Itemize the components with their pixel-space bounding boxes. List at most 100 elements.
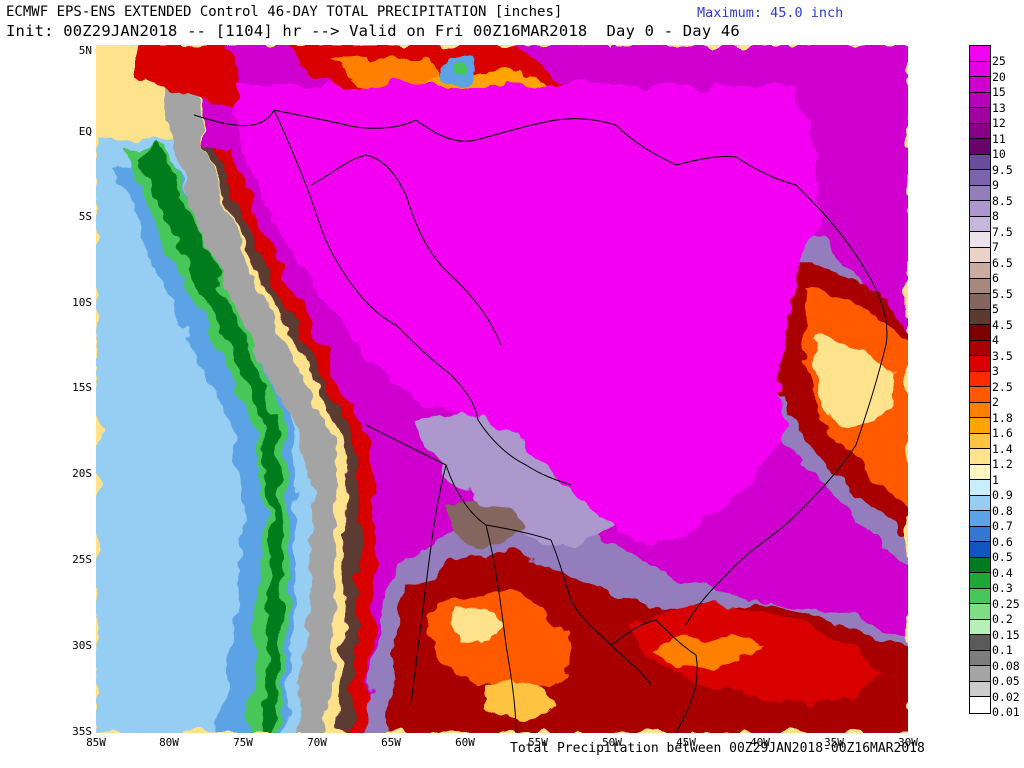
legend-label: 7 <box>992 240 999 254</box>
legend-label: 25 <box>992 54 1006 68</box>
legend-swatch <box>970 650 990 666</box>
lat-label: 35S <box>72 725 92 738</box>
legend-label: 0.08 <box>992 658 1020 673</box>
legend-label: 9 <box>992 178 999 192</box>
lat-label: 5S <box>78 210 92 223</box>
legend-swatch <box>970 418 990 434</box>
legend-swatch <box>970 185 990 201</box>
legend-label: 9.5 <box>992 162 1013 177</box>
lon-label: 40W <box>750 736 770 749</box>
legend-swatch <box>970 216 990 232</box>
legend-label: 0.02 <box>992 689 1020 704</box>
chart-subtitle: Init: 00Z29JAN2018 -- [1104] hr --> Vali… <box>6 22 740 40</box>
legend-label: 1.4 <box>992 441 1013 456</box>
lat-label: 20S <box>72 467 92 480</box>
legend-label: 6.5 <box>992 255 1013 270</box>
legend-swatch <box>970 325 990 341</box>
legend-swatch <box>970 61 990 77</box>
lat-label: 25S <box>72 553 92 566</box>
legend-swatch <box>970 154 990 170</box>
lat-label: 5N <box>78 44 92 57</box>
legend-label: 0.8 <box>992 503 1013 518</box>
legend-label: 0.9 <box>992 488 1013 502</box>
legend-swatch <box>970 464 990 480</box>
lon-label: 75W <box>233 736 253 749</box>
legend-label: 12 <box>992 116 1006 130</box>
legend-label: 1.2 <box>992 457 1013 471</box>
lat-label: 30S <box>72 639 92 652</box>
legend-label: 11 <box>992 131 1006 146</box>
legend-label: 0.1 <box>992 643 1013 657</box>
legend-swatch <box>970 340 990 356</box>
legend-swatch <box>970 635 990 651</box>
legend-label: 0.25 <box>992 596 1020 611</box>
precipitation-map <box>96 45 908 733</box>
legend-label: 1 <box>992 472 999 487</box>
legend-swatch <box>970 526 990 542</box>
legend-label: 13 <box>992 100 1006 115</box>
legend-label: 0.3 <box>992 581 1013 595</box>
legend-label: 8 <box>992 209 999 223</box>
legend-label: 1.6 <box>992 426 1013 440</box>
lon-label: 30W <box>898 736 918 749</box>
legend-swatch <box>970 619 990 635</box>
legend-swatch <box>970 495 990 511</box>
legend-swatch <box>970 356 990 372</box>
legend-swatch <box>970 263 990 279</box>
legend-label: 1.8 <box>992 410 1013 425</box>
legend-swatch <box>970 480 990 496</box>
legend-label: 7.5 <box>992 224 1013 239</box>
legend-swatch <box>970 46 990 62</box>
lat-label: EQ <box>78 125 92 138</box>
legend-label: 3.5 <box>992 348 1013 363</box>
color-legend <box>969 45 991 714</box>
legend-swatch <box>970 123 990 139</box>
legend-label: 5.5 <box>992 286 1013 301</box>
maximum-label: Maximum: 45.0 inch <box>697 5 844 21</box>
legend-swatch <box>970 201 990 217</box>
legend-swatch <box>970 294 990 310</box>
legend-swatch <box>970 681 990 697</box>
lon-label: 50W <box>602 736 622 749</box>
footer-caption: Total Precipitation between 00Z29JAN2018… <box>510 741 925 756</box>
legend-swatch <box>970 108 990 124</box>
lon-label: 35W <box>824 736 844 749</box>
legend-label: 3 <box>992 364 999 378</box>
legend-label: 10 <box>992 147 1006 161</box>
legend-label: 0.15 <box>992 627 1020 642</box>
lon-label: 70W <box>307 736 327 749</box>
lon-label: 55W <box>528 736 548 749</box>
legend-label: 0.01 <box>992 705 1020 719</box>
legend-label: 0.2 <box>992 612 1013 626</box>
legend-swatch <box>970 433 990 449</box>
legend-swatch <box>970 666 990 682</box>
legend-swatch <box>970 278 990 294</box>
legend-swatch <box>970 247 990 263</box>
lon-label: 65W <box>381 736 401 749</box>
legend-swatch <box>970 77 990 93</box>
legend-label: 2.5 <box>992 379 1013 394</box>
legend-label: 4 <box>992 333 999 347</box>
legend-swatch <box>970 170 990 186</box>
chart-title: ECMWF EPS-ENS EXTENDED Control 46-DAY TO… <box>6 4 563 20</box>
legend-label: 5 <box>992 302 999 316</box>
legend-swatch <box>970 232 990 248</box>
legend-swatch <box>970 542 990 558</box>
lat-label: 15S <box>72 381 92 394</box>
legend-swatch <box>970 92 990 108</box>
legend-swatch <box>970 697 990 713</box>
legend-label: 0.4 <box>992 565 1013 580</box>
lat-label: 10S <box>72 296 92 309</box>
lon-label: 80W <box>159 736 179 749</box>
legend-swatch <box>970 449 990 465</box>
legend-swatch <box>970 309 990 325</box>
legend-swatch <box>970 604 990 620</box>
legend-label: 8.5 <box>992 193 1013 208</box>
legend-swatch <box>970 557 990 573</box>
legend-label: 4.5 <box>992 317 1013 332</box>
legend-label: 15 <box>992 85 1006 99</box>
legend-swatch <box>970 588 990 604</box>
legend-label: 0.6 <box>992 534 1013 549</box>
legend-label: 2 <box>992 395 999 409</box>
lon-label: 45W <box>676 736 696 749</box>
